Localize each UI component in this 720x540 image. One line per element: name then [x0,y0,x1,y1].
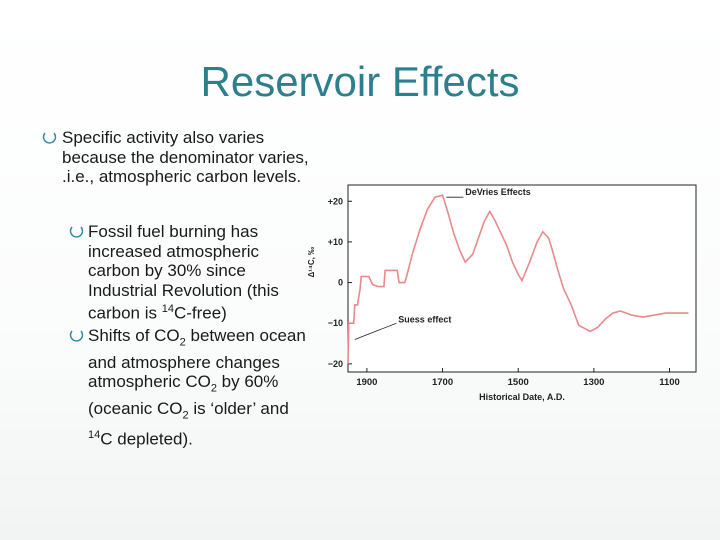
y-tick-label: +20 [328,196,343,206]
bullet-marker-icon [42,132,57,144]
superscript: 14 [161,303,174,315]
y-tick-label: −20 [328,359,343,369]
y-tick-label: +10 [328,237,343,247]
x-tick-label: 1700 [432,377,453,388]
series-line [347,194,689,364]
x-tick-label: 1500 [508,377,529,388]
subscript: 2 [210,382,217,395]
suess-label: Suess effect [398,314,451,324]
superscript: 14 [88,429,101,442]
x-tick-label: 1900 [356,377,377,388]
x-axis-label: Historical Date, A.D. [479,392,565,402]
slide-title: Reservoir Effects [200,58,520,105]
bullet-text-part: is ‘older’ and [188,399,289,419]
x-tick-label: 1300 [583,377,604,388]
bullet-co2-shifts: Shifts of CO2 between ocean and atmosphe… [69,326,308,449]
bullet-text-part: by 60% (oceanic CO [88,372,279,419]
bullet-text-part: Shifts of CO [88,326,180,345]
subscript: 2 [182,409,189,422]
bullet-text-part: C depleted). [100,429,193,449]
bullet-text-part: Fossil fuel burning has increased atmosp… [88,222,279,323]
bullet-text-part: C-free) [173,303,227,323]
y-tick-label: 0 [338,278,343,288]
y-axis-label: Δ¹⁴C, ‰ [307,247,316,278]
bullet-text-part: between ocean and atmosphere changes atm… [88,326,306,392]
x-tick-label: 1100 [659,377,680,388]
y-tick-label: −10 [328,318,343,328]
suess-arrow [354,322,397,340]
devries-label: DeVries Effects [465,187,531,197]
bullet-fossil-fuel: Fossil fuel burning has increased atmosp… [69,222,303,323]
subscript: 2 [179,336,186,349]
bullet-text: Specific activity also varies because th… [62,128,309,186]
bullet-marker-icon [69,226,84,238]
bullet-specific-activity: Specific activity also varies because th… [42,128,312,187]
bullet-marker-icon [69,330,84,342]
radiocarbon-chart: +20 +10 0 −10 −20 1900 1700 1500 1300 1100 DeVri… [307,184,697,402]
